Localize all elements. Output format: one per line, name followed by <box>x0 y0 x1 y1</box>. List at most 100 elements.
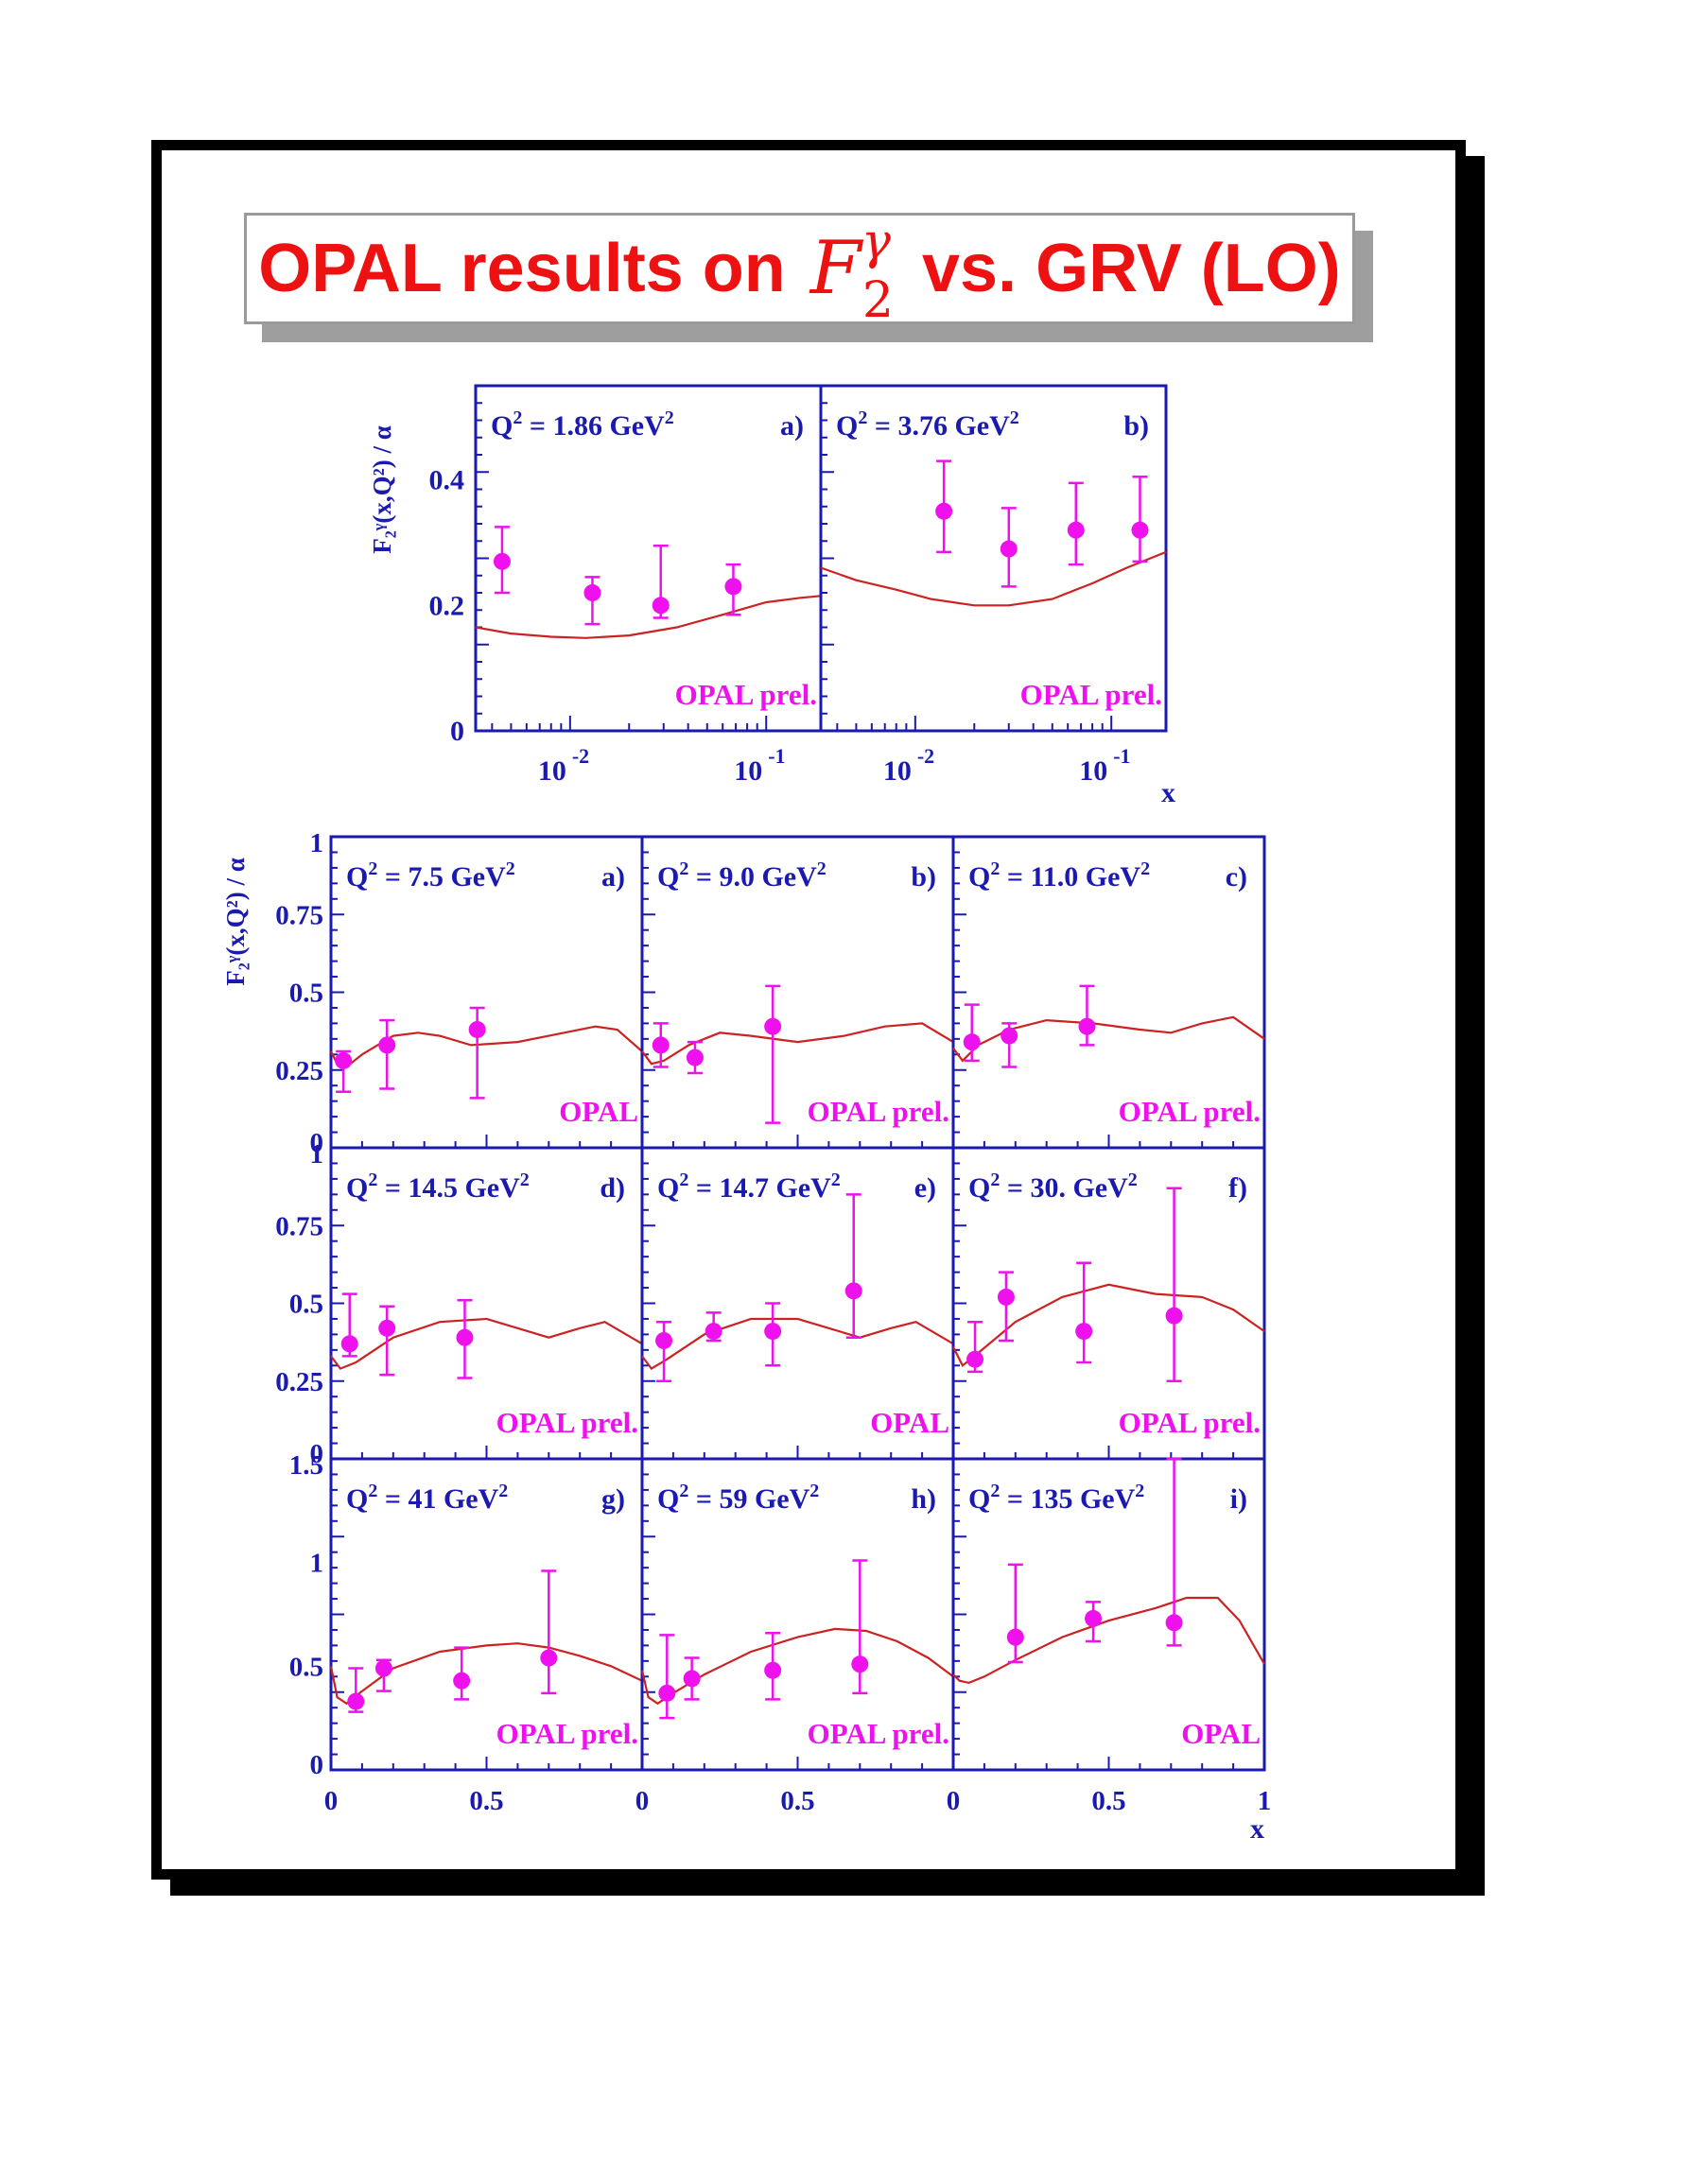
slide-title: OPAL results on Fγ2 vs. GRV (LO) <box>244 213 1355 329</box>
x-tick-label-exponent: -1 <box>1113 744 1130 768</box>
panel-f: Q2 = 30. GeV2 f) OPAL prel. <box>951 1146 1266 1461</box>
data-point <box>468 1020 486 1038</box>
x-tick-label: 1 <box>1258 1786 1272 1816</box>
opal-label: OPAL prel. <box>808 1095 949 1128</box>
data-point <box>1078 1017 1096 1035</box>
data-point <box>764 1661 782 1679</box>
panel-a: Q2 = 7.5 GeV2 a) OPAL <box>329 835 644 1150</box>
x-tick-label-exponent: -2 <box>917 744 934 768</box>
y-tick-label: 0.5 <box>289 1290 323 1320</box>
y-tick-label: 1 <box>310 1139 324 1170</box>
panel-tag: d) <box>600 1172 625 1204</box>
data-point <box>724 578 742 596</box>
data-point <box>453 1672 471 1690</box>
title-symbol: Fγ2 <box>809 214 894 329</box>
y-tick-label: 0.2 <box>429 590 465 621</box>
panel-tag: f) <box>1228 1172 1247 1204</box>
panel-tag: h) <box>911 1483 936 1515</box>
grv-lo-curve <box>952 1596 1265 1685</box>
data-point <box>764 1017 782 1035</box>
data-point <box>1131 521 1149 539</box>
panel-b: Q2 = 9.0 GeV2 b) OPAL prel. <box>640 835 955 1150</box>
q2-label: Q2 = 135 GeV2 <box>968 1481 1144 1515</box>
y-tick-label: 0.75 <box>275 1211 323 1241</box>
x-axis-title: x <box>1161 777 1175 808</box>
data-point <box>1165 1614 1183 1632</box>
data-point <box>705 1323 722 1341</box>
data-point <box>1006 1628 1024 1646</box>
y-tick-label: 0 <box>450 716 464 747</box>
panel-g: Q2 = 41 GeV2 g) OPAL prel. <box>329 1457 644 1772</box>
title-symbol-sup: γ <box>861 214 891 271</box>
panel-tag: g) <box>601 1483 625 1515</box>
data-point <box>764 1323 782 1341</box>
data-point <box>1067 521 1085 539</box>
data-point <box>1075 1323 1093 1341</box>
data-point <box>378 1319 396 1337</box>
q2-label: Q2 = 41 GeV2 <box>346 1481 508 1515</box>
opal-label: OPAL <box>1181 1717 1261 1750</box>
x-tick-label-exponent: -2 <box>572 744 589 768</box>
y-axis-title: F₂ᵞ(x,Q²) / α <box>221 858 250 986</box>
data-point <box>683 1670 701 1688</box>
x-axis-title: x <box>1250 1813 1264 1845</box>
grv-lo-curve <box>330 1317 643 1370</box>
x-tick-label: 10 <box>734 755 762 787</box>
q2-label: Q2 = 1.86 GeV2 <box>491 407 674 442</box>
grv-lo-curve <box>641 1317 954 1371</box>
x-tick-label: 0.5 <box>780 1786 814 1816</box>
opal-label: OPAL prel. <box>808 1717 949 1750</box>
x-tick-label: 0.5 <box>1091 1786 1125 1816</box>
y-tick-label: 1.5 <box>289 1450 323 1481</box>
data-point <box>844 1282 862 1300</box>
data-point <box>1085 1609 1103 1627</box>
data-point <box>540 1649 558 1667</box>
data-point <box>1001 1027 1018 1045</box>
y-tick-label: 0 <box>310 1128 324 1158</box>
x-tick-label: 10 <box>538 755 566 787</box>
data-point <box>493 552 511 570</box>
opal-label: OPAL prel. <box>675 678 817 711</box>
data-point <box>1165 1307 1183 1325</box>
y-axis-title: F₂ᵞ(x,Q²) / α <box>368 425 396 554</box>
panel-tag: e) <box>914 1172 936 1204</box>
panel-tag: a) <box>601 861 625 893</box>
slide-frame <box>151 140 1466 1880</box>
grv-lo-curve <box>820 550 1167 607</box>
data-point <box>963 1033 981 1051</box>
opal-label: OPAL prel. <box>1020 678 1162 711</box>
panel-d: Q2 = 14.5 GeV2 d) OPAL prel. <box>329 1146 644 1461</box>
data-point <box>347 1692 365 1710</box>
grv-lo-curve <box>640 1627 954 1706</box>
panel-tag: c) <box>1226 861 1247 893</box>
x-tick-label: 10 <box>883 755 912 787</box>
panel-tag: b) <box>1123 410 1149 442</box>
data-point <box>652 1036 670 1054</box>
y-tick-label: 1 <box>310 828 324 858</box>
y-tick-label: 0.25 <box>275 1367 323 1397</box>
y-tick-label: 0.5 <box>289 1652 323 1682</box>
q2-label: Q2 = 3.76 GeV2 <box>836 407 1019 442</box>
opal-label: OPAL prel. <box>496 1406 638 1439</box>
y-tick-label: 0.4 <box>429 465 465 496</box>
title-symbol-base: F <box>809 226 861 312</box>
q2-label: Q2 = 7.5 GeV2 <box>346 858 515 893</box>
opal-label: OPAL <box>870 1406 949 1439</box>
q2-label: Q2 = 9.0 GeV2 <box>657 858 827 893</box>
data-point <box>686 1049 704 1066</box>
panel-tag: i) <box>1230 1483 1247 1515</box>
grv-lo-curve <box>952 1015 1265 1063</box>
y-tick-label: 0 <box>310 1750 324 1780</box>
opal-label: OPAL prel. <box>1119 1406 1261 1439</box>
data-point <box>658 1684 676 1702</box>
grv-lo-curve <box>475 595 822 639</box>
x-tick-label-exponent: -1 <box>768 744 785 768</box>
data-point <box>652 597 670 615</box>
panel-h: Q2 = 59 GeV2 h) OPAL prel. <box>640 1457 955 1772</box>
y-tick-label: 0 <box>310 1439 324 1469</box>
panel-b: Q2 = 3.76 GeV2 b) OPAL prel. <box>819 384 1168 733</box>
data-point <box>374 1659 392 1677</box>
panel-c: Q2 = 11.0 GeV2 c) OPAL prel. <box>951 835 1266 1150</box>
data-point <box>851 1655 869 1673</box>
q2-label: Q2 = 11.0 GeV2 <box>968 858 1150 893</box>
